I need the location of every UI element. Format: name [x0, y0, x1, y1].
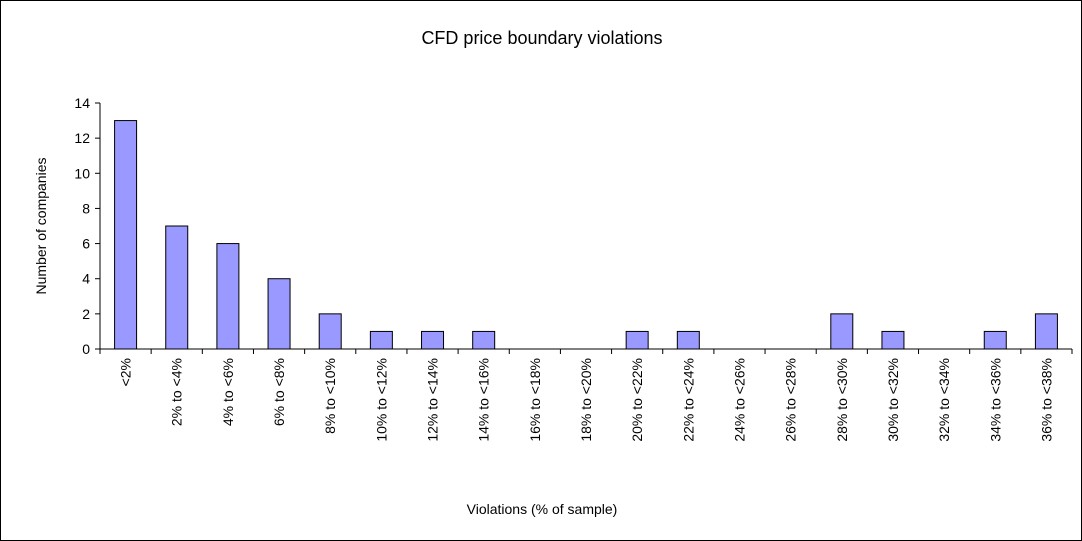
x-tick-label: 34% to <36%	[987, 358, 1003, 442]
x-tick-label: 6% to <8%	[271, 358, 287, 426]
bar	[114, 120, 138, 350]
bar	[318, 313, 342, 350]
y-axis-label: Number of companies	[33, 158, 49, 295]
x-tick-label: 24% to <26%	[731, 358, 747, 442]
bar	[830, 313, 854, 350]
x-tick-label: <2%	[118, 358, 134, 386]
x-tick-label: 16% to <18%	[527, 358, 543, 442]
bar	[881, 330, 905, 350]
bar	[421, 330, 445, 350]
y-tick-label: 14	[74, 95, 90, 111]
x-tick-label: 28% to <30%	[834, 358, 850, 442]
bar	[983, 330, 1007, 350]
x-tick-label: 2% to <4%	[169, 358, 185, 426]
y-tick-label: 2	[82, 306, 90, 322]
x-tick-label: 26% to <28%	[783, 358, 799, 442]
bar	[165, 225, 189, 350]
y-tick-label: 8	[82, 200, 90, 216]
x-tick-label: 14% to <16%	[476, 358, 492, 442]
x-tick-label: 36% to <38%	[1038, 358, 1054, 442]
x-tick-label: 22% to <24%	[680, 358, 696, 442]
y-tick-label: 6	[82, 236, 90, 252]
bar	[216, 243, 240, 350]
y-tick-label: 12	[74, 130, 90, 146]
x-tick-label: 18% to <20%	[578, 358, 594, 442]
y-tick-label: 0	[82, 341, 90, 357]
chart-title: CFD price boundary violations	[421, 28, 662, 48]
x-tick-label: 12% to <14%	[425, 358, 441, 442]
bar	[1034, 313, 1058, 350]
x-tick-label: 30% to <32%	[885, 358, 901, 442]
bar	[676, 330, 700, 350]
bar	[369, 330, 393, 350]
x-tick-label: 10% to <12%	[373, 358, 389, 442]
x-axis-label: Violations (% of sample)	[467, 501, 618, 517]
y-tick-label: 10	[74, 165, 90, 181]
x-tick-label: 20% to <22%	[629, 358, 645, 442]
x-tick-label: 32% to <34%	[936, 358, 952, 442]
x-tick-label: 4% to <6%	[220, 358, 236, 426]
bar	[472, 330, 496, 350]
x-tick-label: 8% to <10%	[322, 358, 338, 434]
bar	[625, 330, 649, 350]
y-tick-label: 4	[82, 271, 90, 287]
bar	[267, 278, 291, 350]
